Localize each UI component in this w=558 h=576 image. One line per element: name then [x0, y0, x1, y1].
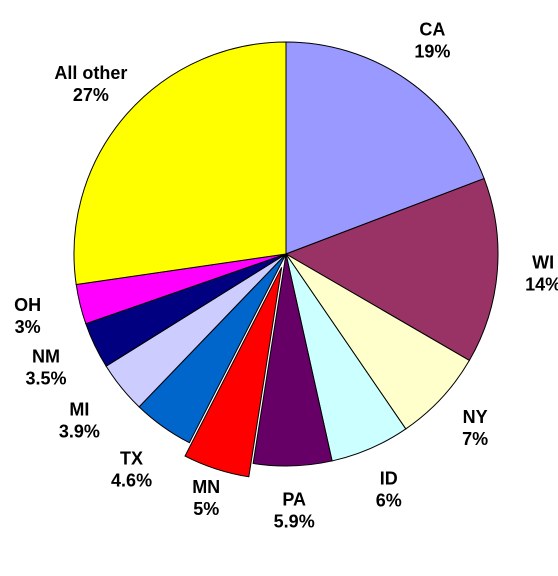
slice-percent: 3.9% — [59, 421, 100, 441]
slice-name: WI — [532, 253, 554, 273]
slice-name: MI — [69, 399, 89, 419]
slice-name: OH — [14, 295, 41, 315]
slice-name: CA — [419, 19, 445, 39]
pie-slice — [73, 41, 287, 286]
slice-percent: 7% — [462, 429, 488, 449]
slice-name: All other — [54, 63, 127, 83]
slice-percent: 3.5% — [26, 369, 67, 389]
slice-percent: 19% — [414, 41, 450, 61]
pie-slice — [252, 253, 333, 467]
pie-slice — [184, 267, 283, 478]
pie-slice — [284, 177, 499, 362]
slice-name: MN — [192, 477, 220, 497]
slice-percent: 4.6% — [111, 470, 152, 490]
slice-name: NM — [32, 347, 60, 367]
slice-name: NY — [463, 407, 488, 427]
slice-name: ID — [380, 468, 398, 488]
slice-percent: 27% — [73, 85, 109, 105]
slice-percent: 5.9% — [274, 512, 315, 532]
slice-percent: 3% — [15, 317, 41, 337]
slice-name: TX — [120, 448, 143, 468]
slice-name: PA — [282, 490, 306, 510]
slice-percent: 5% — [193, 499, 219, 519]
slice-percent: 14% — [525, 275, 558, 295]
slice-percent: 6% — [376, 490, 402, 510]
pie-slice — [285, 41, 485, 255]
